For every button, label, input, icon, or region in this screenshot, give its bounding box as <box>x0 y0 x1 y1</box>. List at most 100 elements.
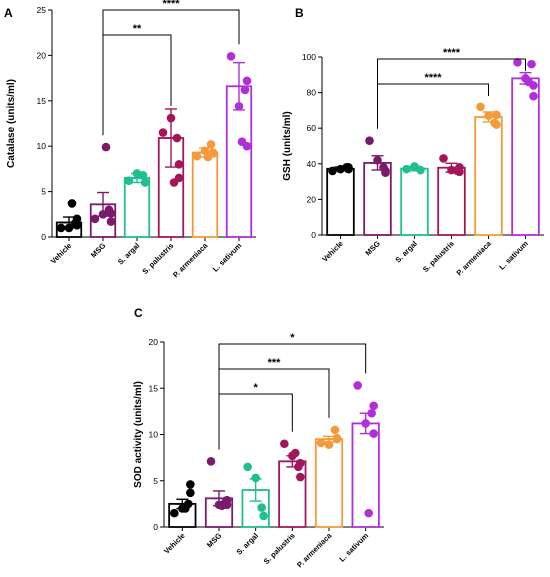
bar <box>400 167 429 236</box>
data-point <box>361 419 370 428</box>
category-label: S. argal <box>116 241 142 267</box>
bar <box>511 77 540 236</box>
data-point <box>203 152 213 162</box>
bracket-line <box>377 83 489 129</box>
y-tick-label: 15 <box>149 383 159 393</box>
y-tick-label: 0 <box>153 522 158 532</box>
bar <box>351 422 380 528</box>
data-point <box>257 503 266 512</box>
data-point <box>367 408 376 418</box>
data-point <box>98 210 108 219</box>
data-point <box>106 217 116 226</box>
category-label: MSG <box>205 531 224 550</box>
data-point <box>484 111 493 121</box>
category-label: S. argal <box>235 531 261 557</box>
data-point <box>90 214 100 224</box>
data-point <box>67 199 77 208</box>
data-point <box>410 162 419 171</box>
significance-bracket: * <box>218 332 367 450</box>
y-axis-label: SOD activity (units/ml) <box>133 381 144 488</box>
data-point <box>439 154 448 163</box>
significance-label: * <box>290 332 295 344</box>
significance-label: **** <box>162 0 180 10</box>
bracket-line <box>102 34 172 136</box>
data-point <box>324 440 334 449</box>
bar <box>314 438 344 528</box>
y-tick-label: 25 <box>37 5 47 15</box>
data-point <box>240 85 250 95</box>
category-label: L. sativum <box>337 531 370 564</box>
significance-bracket: **** <box>377 72 489 129</box>
data-point <box>170 508 179 518</box>
data-point <box>101 142 111 152</box>
bar <box>474 116 503 236</box>
bar <box>225 85 253 238</box>
y-tick-label: 20 <box>37 50 47 60</box>
bar <box>191 151 219 238</box>
bar <box>123 177 151 238</box>
panel-letter: A <box>4 6 13 20</box>
data-point <box>296 472 305 482</box>
panel-letter: C <box>134 306 143 320</box>
y-tick-label: 15 <box>37 96 47 106</box>
data-point <box>280 439 289 449</box>
y-tick-label: 100 <box>302 52 316 62</box>
y-tick-label: 5 <box>41 187 46 197</box>
data-point <box>206 140 216 149</box>
data-point <box>492 120 501 129</box>
category-label: P. armeniaca <box>455 238 494 277</box>
y-tick-label: 40 <box>307 159 317 169</box>
data-point <box>455 163 464 172</box>
data-point <box>186 480 195 489</box>
data-point <box>72 220 82 230</box>
data-point <box>296 458 305 468</box>
significance-label: * <box>254 382 259 394</box>
data-point <box>524 77 533 87</box>
data-point <box>217 501 227 511</box>
data-point <box>206 457 216 466</box>
data-point <box>332 434 342 444</box>
y-tick-label: 10 <box>37 141 47 151</box>
category-label: Vehicle <box>320 239 345 264</box>
data-point <box>192 151 202 161</box>
data-point <box>124 176 134 186</box>
y-tick-label: 20 <box>307 194 317 204</box>
category-label: L. sativum <box>211 241 244 274</box>
bracket-line <box>218 343 367 450</box>
data-point <box>513 58 522 67</box>
data-point <box>132 169 142 178</box>
data-point <box>234 101 244 111</box>
panel-b: B GSH (units/ml) 0 20 40 60 80 100 Vehicle MSG S. … <box>282 6 544 277</box>
category-label: Vehicle <box>49 241 74 266</box>
data-point <box>364 508 373 518</box>
data-point <box>226 52 236 61</box>
panel-c: C SOD activity (units/ml) 0 5 10 15 20 Vehicle M… <box>133 306 384 569</box>
y-tick-label: 5 <box>153 476 158 486</box>
data-point <box>243 462 252 472</box>
category-label: L. sativum <box>497 239 530 272</box>
data-point <box>373 155 382 165</box>
data-point <box>330 425 340 435</box>
data-point <box>291 448 300 458</box>
data-point <box>242 76 252 86</box>
significance-label: *** <box>268 357 282 369</box>
y-axis-label: Catalase (units/ml) <box>6 79 17 168</box>
data-point <box>381 168 390 177</box>
significance-bracket: ** <box>102 23 172 136</box>
panel-letter: B <box>295 6 304 20</box>
data-point <box>106 209 116 218</box>
data-point <box>172 133 182 143</box>
data-point <box>365 136 374 145</box>
category-label: Vehicle <box>162 531 187 556</box>
data-point <box>369 401 378 411</box>
data-point <box>166 113 176 123</box>
y-tick-label: 20 <box>149 337 159 347</box>
data-point <box>181 504 190 513</box>
significance-label: **** <box>443 47 461 59</box>
bracket-line <box>377 58 526 129</box>
significance-bracket: **** <box>377 47 526 129</box>
data-point <box>492 110 501 120</box>
data-point <box>251 473 260 483</box>
data-point <box>64 223 74 233</box>
data-point <box>259 511 268 521</box>
